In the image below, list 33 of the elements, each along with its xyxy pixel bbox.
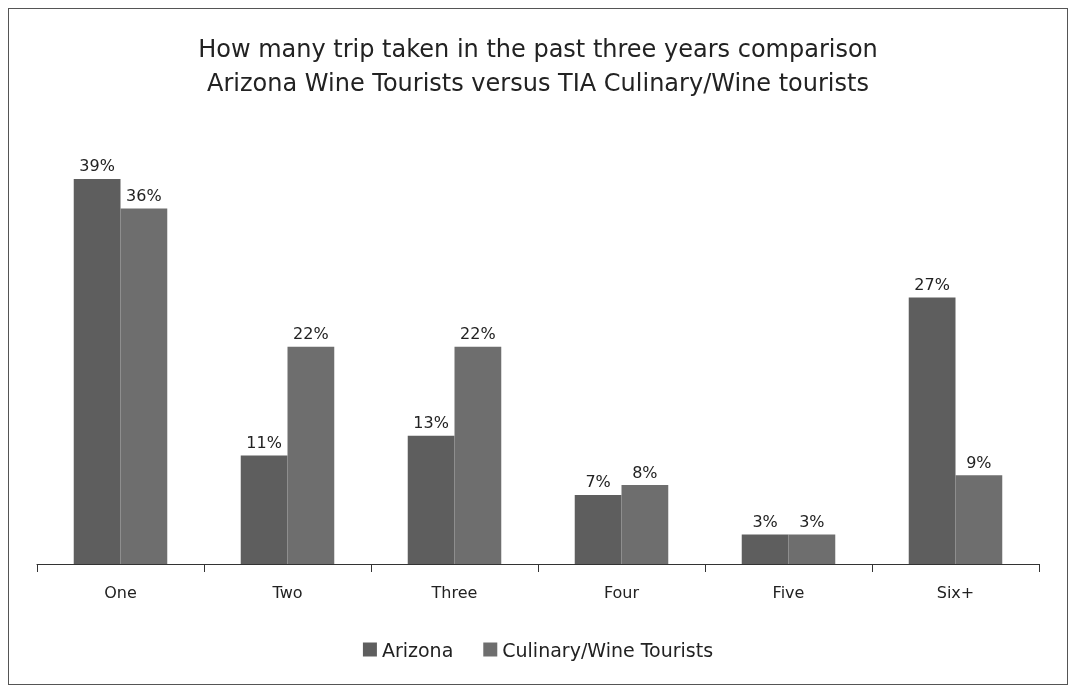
data-label: 7% — [585, 472, 611, 492]
bar — [741, 534, 789, 564]
data-label: 36% — [126, 186, 162, 205]
x-tick-label: One — [104, 582, 137, 602]
data-label: 39% — [79, 156, 115, 176]
bar — [240, 455, 288, 564]
data-label: 3% — [799, 511, 825, 531]
data-label: 22% — [460, 324, 496, 344]
chart-title: How many trip taken in the past three years comparison Arizona Wine Tourists versus TIA Culinary/Wine tourists — [198, 35, 878, 97]
x-tick-label: Five — [772, 582, 805, 602]
bar — [621, 485, 669, 564]
data-label: 27% — [914, 274, 950, 294]
bar — [407, 435, 455, 564]
legend-label: Culinary/Wine Tourists — [502, 638, 714, 661]
x-tick-label: Six+ — [936, 582, 975, 602]
data-label: 22% — [293, 324, 329, 344]
data-label: 9% — [966, 452, 992, 472]
x-tick-label: Two — [271, 582, 303, 602]
x-tick-label: Three — [430, 582, 478, 602]
bar — [454, 346, 502, 564]
bar — [120, 208, 168, 564]
bar — [287, 346, 335, 564]
bar — [788, 534, 836, 564]
bar — [908, 297, 956, 564]
x-tick-label: Four — [603, 582, 640, 602]
data-label: 13% — [413, 413, 449, 433]
bar — [73, 178, 121, 564]
bar — [955, 475, 1003, 564]
bar — [574, 494, 622, 564]
legend-label: Arizona — [381, 638, 454, 661]
data-label: 11% — [246, 432, 282, 452]
data-label: 3% — [752, 511, 778, 531]
data-label: 8% — [632, 462, 658, 482]
